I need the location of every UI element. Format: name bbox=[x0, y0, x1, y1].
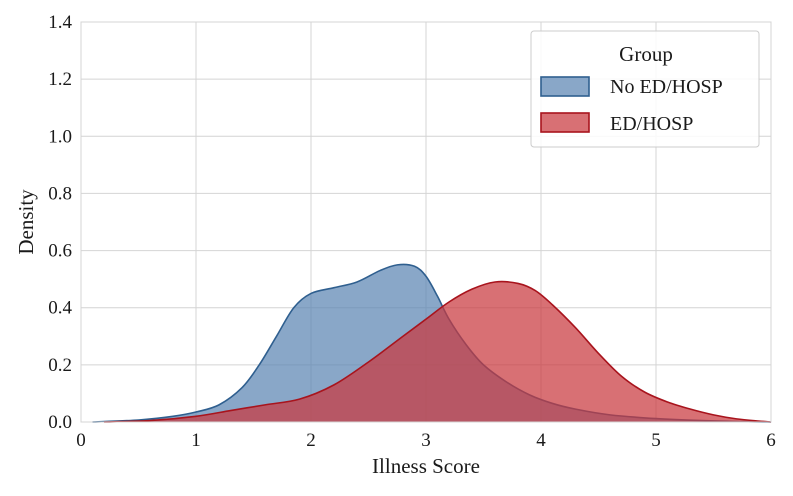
y-tick-label: 0.4 bbox=[48, 298, 72, 319]
density-line-ed-hosp bbox=[103, 280, 772, 423]
axes bbox=[80, 21, 772, 423]
x-tick-label: 3 bbox=[421, 430, 431, 451]
legend-swatch-ed-hosp bbox=[540, 112, 590, 133]
x-tick-label: 1 bbox=[191, 430, 201, 451]
legend-title: Group bbox=[619, 42, 673, 66]
legend-swatch-no-ed-hosp bbox=[540, 76, 590, 97]
x-tick-label: 6 bbox=[766, 430, 776, 451]
tick-labels: 0 1 2 3 4 5 6 0.0 0.2 0.4 0.6 0.8 1.0 1.2 1.4 bbox=[48, 12, 776, 451]
y-tick-label: 1.0 bbox=[48, 126, 72, 147]
legend-label-no-ed-hosp: No ED/HOSP bbox=[610, 76, 723, 98]
plot-frame bbox=[80, 21, 772, 423]
legend: Group No ED/HOSP ED/HOSP bbox=[530, 30, 760, 148]
density-areas bbox=[92, 263, 772, 423]
x-tick-label: 5 bbox=[651, 430, 661, 451]
x-tick-label: 0 bbox=[76, 430, 86, 451]
x-axis-label: Illness Score bbox=[372, 454, 480, 478]
y-tick-label: 0.8 bbox=[48, 183, 72, 204]
y-tick-label: 0.0 bbox=[48, 412, 72, 433]
y-tick-label: 1.2 bbox=[48, 69, 72, 90]
density-area-ed-hosp bbox=[104, 281, 771, 422]
y-tick-label: 1.4 bbox=[48, 12, 72, 33]
y-axis-label: Density bbox=[14, 189, 38, 255]
y-tick-label: 0.2 bbox=[48, 355, 72, 376]
y-tick-label: 0.6 bbox=[48, 241, 72, 262]
legend-label-ed-hosp: ED/HOSP bbox=[610, 113, 693, 135]
x-tick-label: 2 bbox=[306, 430, 316, 451]
x-tick-label: 4 bbox=[536, 430, 546, 451]
